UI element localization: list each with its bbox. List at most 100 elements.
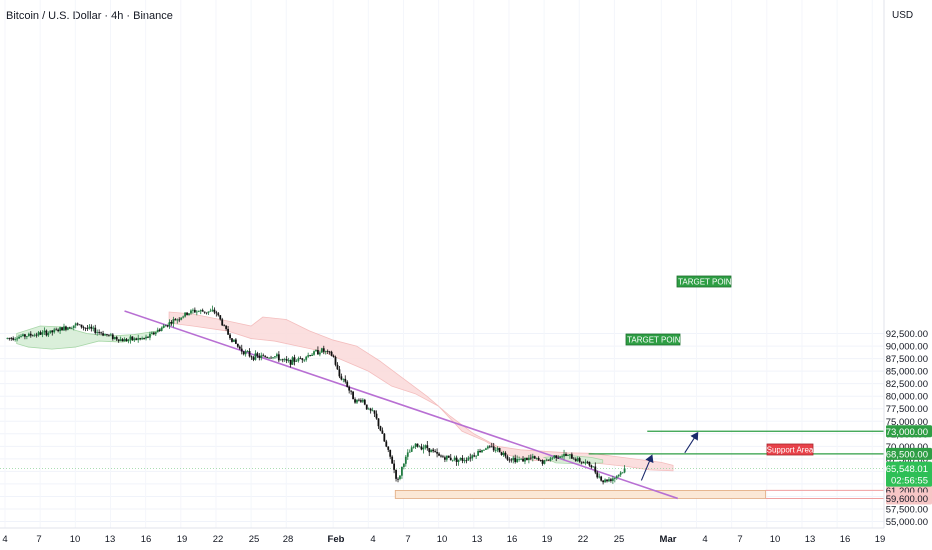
time-tick-label: 16 <box>507 534 518 545</box>
support-zone-box <box>394 490 767 499</box>
candle-body <box>248 351 251 357</box>
candle-body <box>367 408 370 410</box>
candle-body <box>459 457 462 460</box>
candle-body <box>598 476 601 478</box>
candle-body <box>109 334 112 336</box>
candle-body <box>33 334 36 336</box>
candle-body <box>359 400 362 402</box>
candle-body <box>279 359 282 361</box>
candle-body <box>453 457 456 460</box>
candle-body <box>92 327 95 329</box>
candle-body <box>526 457 528 460</box>
candle-body <box>358 399 360 401</box>
candle-body <box>238 346 241 349</box>
candle-body <box>565 453 567 456</box>
candles <box>6 305 626 485</box>
candle-body <box>115 337 118 340</box>
candle-body <box>111 334 114 339</box>
projection-arrows <box>640 431 699 481</box>
candle-body <box>344 378 347 382</box>
candle-body <box>277 354 280 361</box>
candle-body <box>102 333 104 336</box>
candle-body <box>596 472 599 478</box>
candle-body <box>158 329 161 331</box>
candle-body <box>6 337 9 339</box>
currency-label[interactable]: USD <box>892 10 914 21</box>
candle-body <box>498 448 501 453</box>
candle-body <box>223 325 226 327</box>
candle-body <box>127 339 130 341</box>
time-tick-label: 19 <box>542 534 553 545</box>
candle-body <box>608 479 610 482</box>
candle-body <box>613 477 616 479</box>
candle-body <box>291 357 294 365</box>
candle-body <box>283 359 286 360</box>
candle-body <box>322 348 325 352</box>
candle-body <box>576 458 579 461</box>
level-73000-badge <box>886 425 932 438</box>
candle-body <box>156 329 159 333</box>
time-tick-label: 7 <box>36 534 41 545</box>
candle-body <box>557 457 560 459</box>
candle-body <box>522 458 524 462</box>
time-tick-label: 10 <box>70 534 81 545</box>
candle-body <box>533 456 536 459</box>
candle-body <box>430 449 433 453</box>
candle-body <box>76 323 79 325</box>
candle-body <box>104 334 106 336</box>
arrow-to-target-1 <box>640 454 654 481</box>
grid <box>0 0 884 528</box>
candle-body <box>416 443 419 447</box>
candle-body <box>561 456 563 458</box>
candle-body <box>615 476 618 478</box>
candle-body <box>299 358 302 360</box>
candle-body <box>125 339 128 341</box>
candle-body <box>438 453 440 456</box>
candle-body <box>354 399 356 403</box>
candle-body <box>137 338 140 340</box>
candle-body <box>338 369 341 377</box>
candle-body <box>266 357 269 358</box>
time-tick-label: 22 <box>578 534 589 545</box>
time-tick-label: 13 <box>105 534 116 545</box>
candle-body <box>486 446 489 449</box>
candle-body <box>588 461 591 466</box>
candle-body <box>590 465 593 468</box>
level-68500-badge-text: 68,500.00 <box>886 449 928 460</box>
candle-body <box>350 390 353 392</box>
candle-body <box>342 378 345 380</box>
candle-body <box>29 333 32 336</box>
candle-body <box>326 351 329 352</box>
candle-body <box>190 310 192 314</box>
candle-body <box>524 457 526 462</box>
candle-body <box>610 479 612 481</box>
candle-body <box>264 356 267 358</box>
candle-body <box>252 357 255 360</box>
candle-body <box>262 355 265 357</box>
candle-body <box>303 359 306 361</box>
time-tick-label: 25 <box>249 534 260 545</box>
candle-body <box>143 338 145 339</box>
candle-body <box>152 332 155 335</box>
candle-body <box>39 332 42 335</box>
candle-body <box>485 448 487 450</box>
candle-body <box>295 360 298 362</box>
candle-body <box>174 319 177 321</box>
candle-body <box>494 450 497 452</box>
candle-body <box>166 325 169 327</box>
candle-body <box>461 457 464 461</box>
candle-body <box>418 446 421 448</box>
candle-body <box>135 338 138 340</box>
candle-body <box>162 325 165 328</box>
candle-body <box>149 333 151 338</box>
time-tick-label: Feb <box>328 534 345 545</box>
candle-body <box>443 457 446 460</box>
candle-body <box>227 328 229 335</box>
time-axis: 4 7 10 13 16 19 22 25 28 Feb 4 7 10 13 16 19 22 25 Mar 4 7 10… <box>0 527 885 545</box>
candle-body <box>582 462 585 464</box>
candle-body <box>272 357 274 359</box>
candle-body <box>606 479 608 482</box>
candle-body <box>373 410 376 414</box>
candle-body <box>455 457 458 462</box>
